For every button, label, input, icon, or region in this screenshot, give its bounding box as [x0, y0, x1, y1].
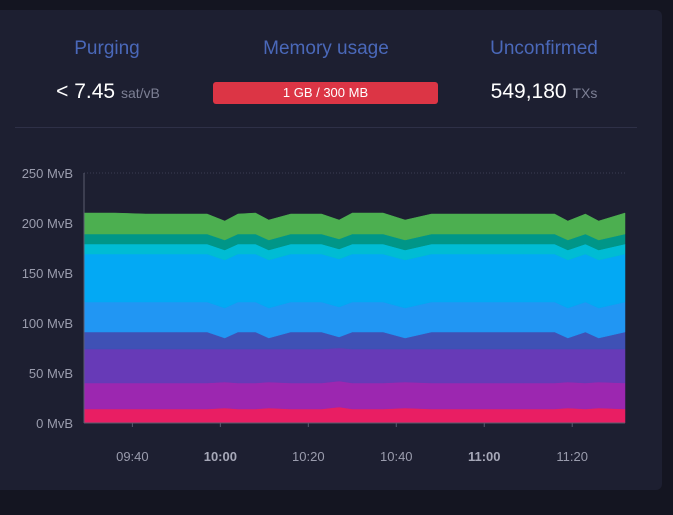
memory-usage-bar: 1 GB / 300 MB	[213, 82, 438, 104]
series-area-6	[83, 253, 626, 309]
series-area-2	[83, 380, 626, 410]
purging-value: < 7.45 sat/vB	[28, 80, 188, 104]
y-tick-label: 150 MvB	[22, 266, 73, 281]
series-areas	[83, 212, 626, 424]
series-area-3	[83, 347, 626, 384]
purging-unit: sat/vB	[120, 85, 160, 101]
unconfirmed-title: Unconfirmed	[490, 38, 598, 59]
y-tick-label: 200 MvB	[22, 216, 73, 231]
purging-title: Purging	[74, 38, 140, 59]
series-area-9	[83, 212, 626, 241]
x-tick-label: 11:20	[556, 449, 588, 464]
stats-divider	[15, 127, 637, 128]
unconfirmed-unit: TXs	[572, 85, 598, 101]
y-tick-label: 100 MvB	[22, 316, 73, 331]
series-area-1	[83, 406, 626, 424]
x-tick-label: 10:40	[380, 449, 413, 464]
y-tick-label: 250 MvB	[22, 166, 73, 181]
y-tick-label: 0 MvB	[36, 416, 73, 431]
mempool-stats: Purging < 7.45 sat/vB Memory usage 1 GB …	[0, 10, 662, 128]
memory-usage-title: Memory usage	[263, 38, 389, 59]
x-tick-label: 10:00	[204, 449, 237, 464]
x-tick-label: 11:00	[468, 449, 501, 464]
purging-number: < 7.45	[56, 80, 116, 103]
x-tick-label: 09:40	[116, 449, 149, 464]
x-tick-label: 10:20	[292, 449, 325, 464]
unconfirmed-number: 549,180	[490, 80, 567, 103]
y-tick-label: 50 MvB	[29, 366, 73, 381]
unconfirmed-value: 549,180 TXs	[464, 80, 624, 104]
series-area-4	[83, 331, 626, 350]
memory-usage-value: 1 GB / 300 MB	[282, 85, 369, 100]
